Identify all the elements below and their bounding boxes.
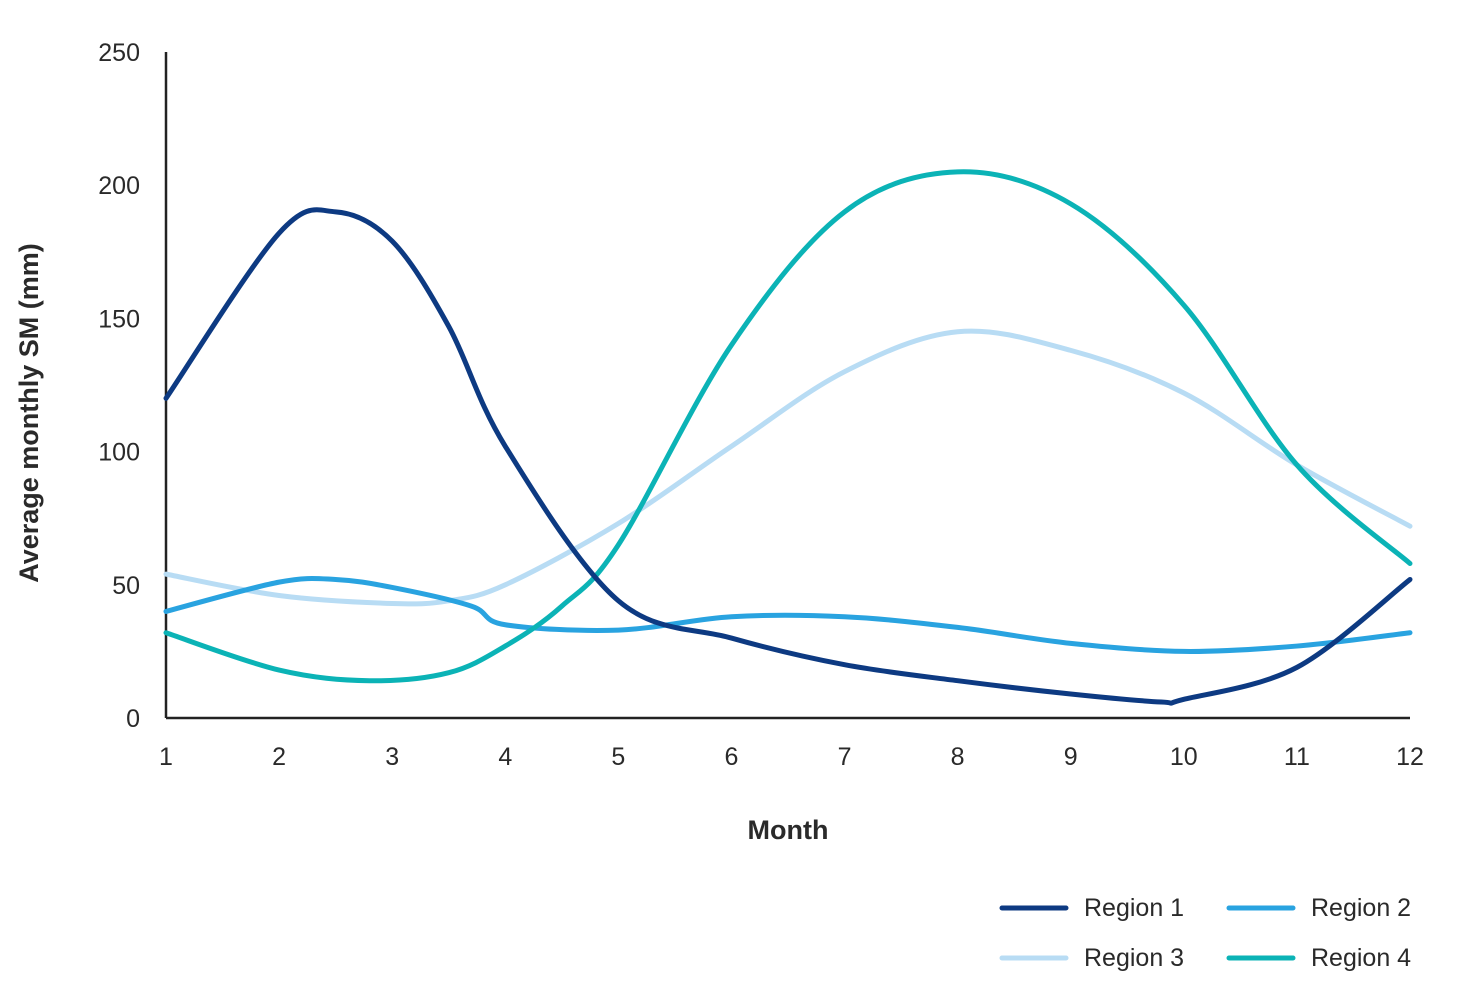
x-tick-label: 12	[1396, 743, 1424, 771]
x-tick-label: 5	[611, 743, 625, 771]
legend-label: Region 2	[1311, 894, 1411, 922]
series-line-region-3	[163, 328, 1413, 607]
x-axis-ticks: 1 2 3 4 5 6 7 8 9 10 11 12	[159, 743, 1424, 771]
x-tick-label: 1	[159, 743, 173, 771]
x-tick-label: 8	[951, 743, 965, 771]
y-tick-label: 50	[112, 572, 140, 600]
legend: Region 1 Region 2 Region 3 Region 4	[999, 894, 1411, 972]
legend-label: Region 3	[1084, 944, 1184, 972]
legend-label: Region 1	[1084, 894, 1184, 922]
legend-item-region-1: Region 1	[999, 894, 1184, 922]
legend-item-region-3: Region 3	[999, 944, 1184, 972]
y-axis-ticks: 0 50 100 150 200 250	[98, 39, 140, 733]
y-tick-label: 200	[98, 172, 140, 200]
y-tick-label: 150	[98, 305, 140, 333]
x-tick-label: 10	[1170, 743, 1198, 771]
y-tick-label: 100	[98, 439, 140, 467]
x-tick-label: 3	[385, 743, 399, 771]
x-tick-label: 9	[1064, 743, 1078, 771]
series-line-region-1	[163, 207, 1413, 706]
y-tick-label: 0	[126, 705, 140, 733]
legend-label: Region 4	[1311, 944, 1411, 972]
series-line-region-4	[163, 169, 1413, 684]
x-tick-label: 6	[725, 743, 739, 771]
x-tick-label: 2	[272, 743, 286, 771]
x-tick-label: 4	[498, 743, 512, 771]
x-tick-label: 7	[838, 743, 852, 771]
y-axis-title: Average monthly SM (mm)	[14, 243, 44, 583]
legend-item-region-2: Region 2	[1226, 894, 1411, 922]
x-axis-title: Month	[748, 815, 829, 845]
axes	[164, 52, 1410, 720]
series-line-region-2	[163, 575, 1413, 654]
legend-item-region-4: Region 4	[1226, 944, 1411, 972]
series-lines	[163, 169, 1413, 706]
x-tick-label: 11	[1284, 743, 1310, 771]
y-tick-label: 250	[98, 39, 140, 67]
